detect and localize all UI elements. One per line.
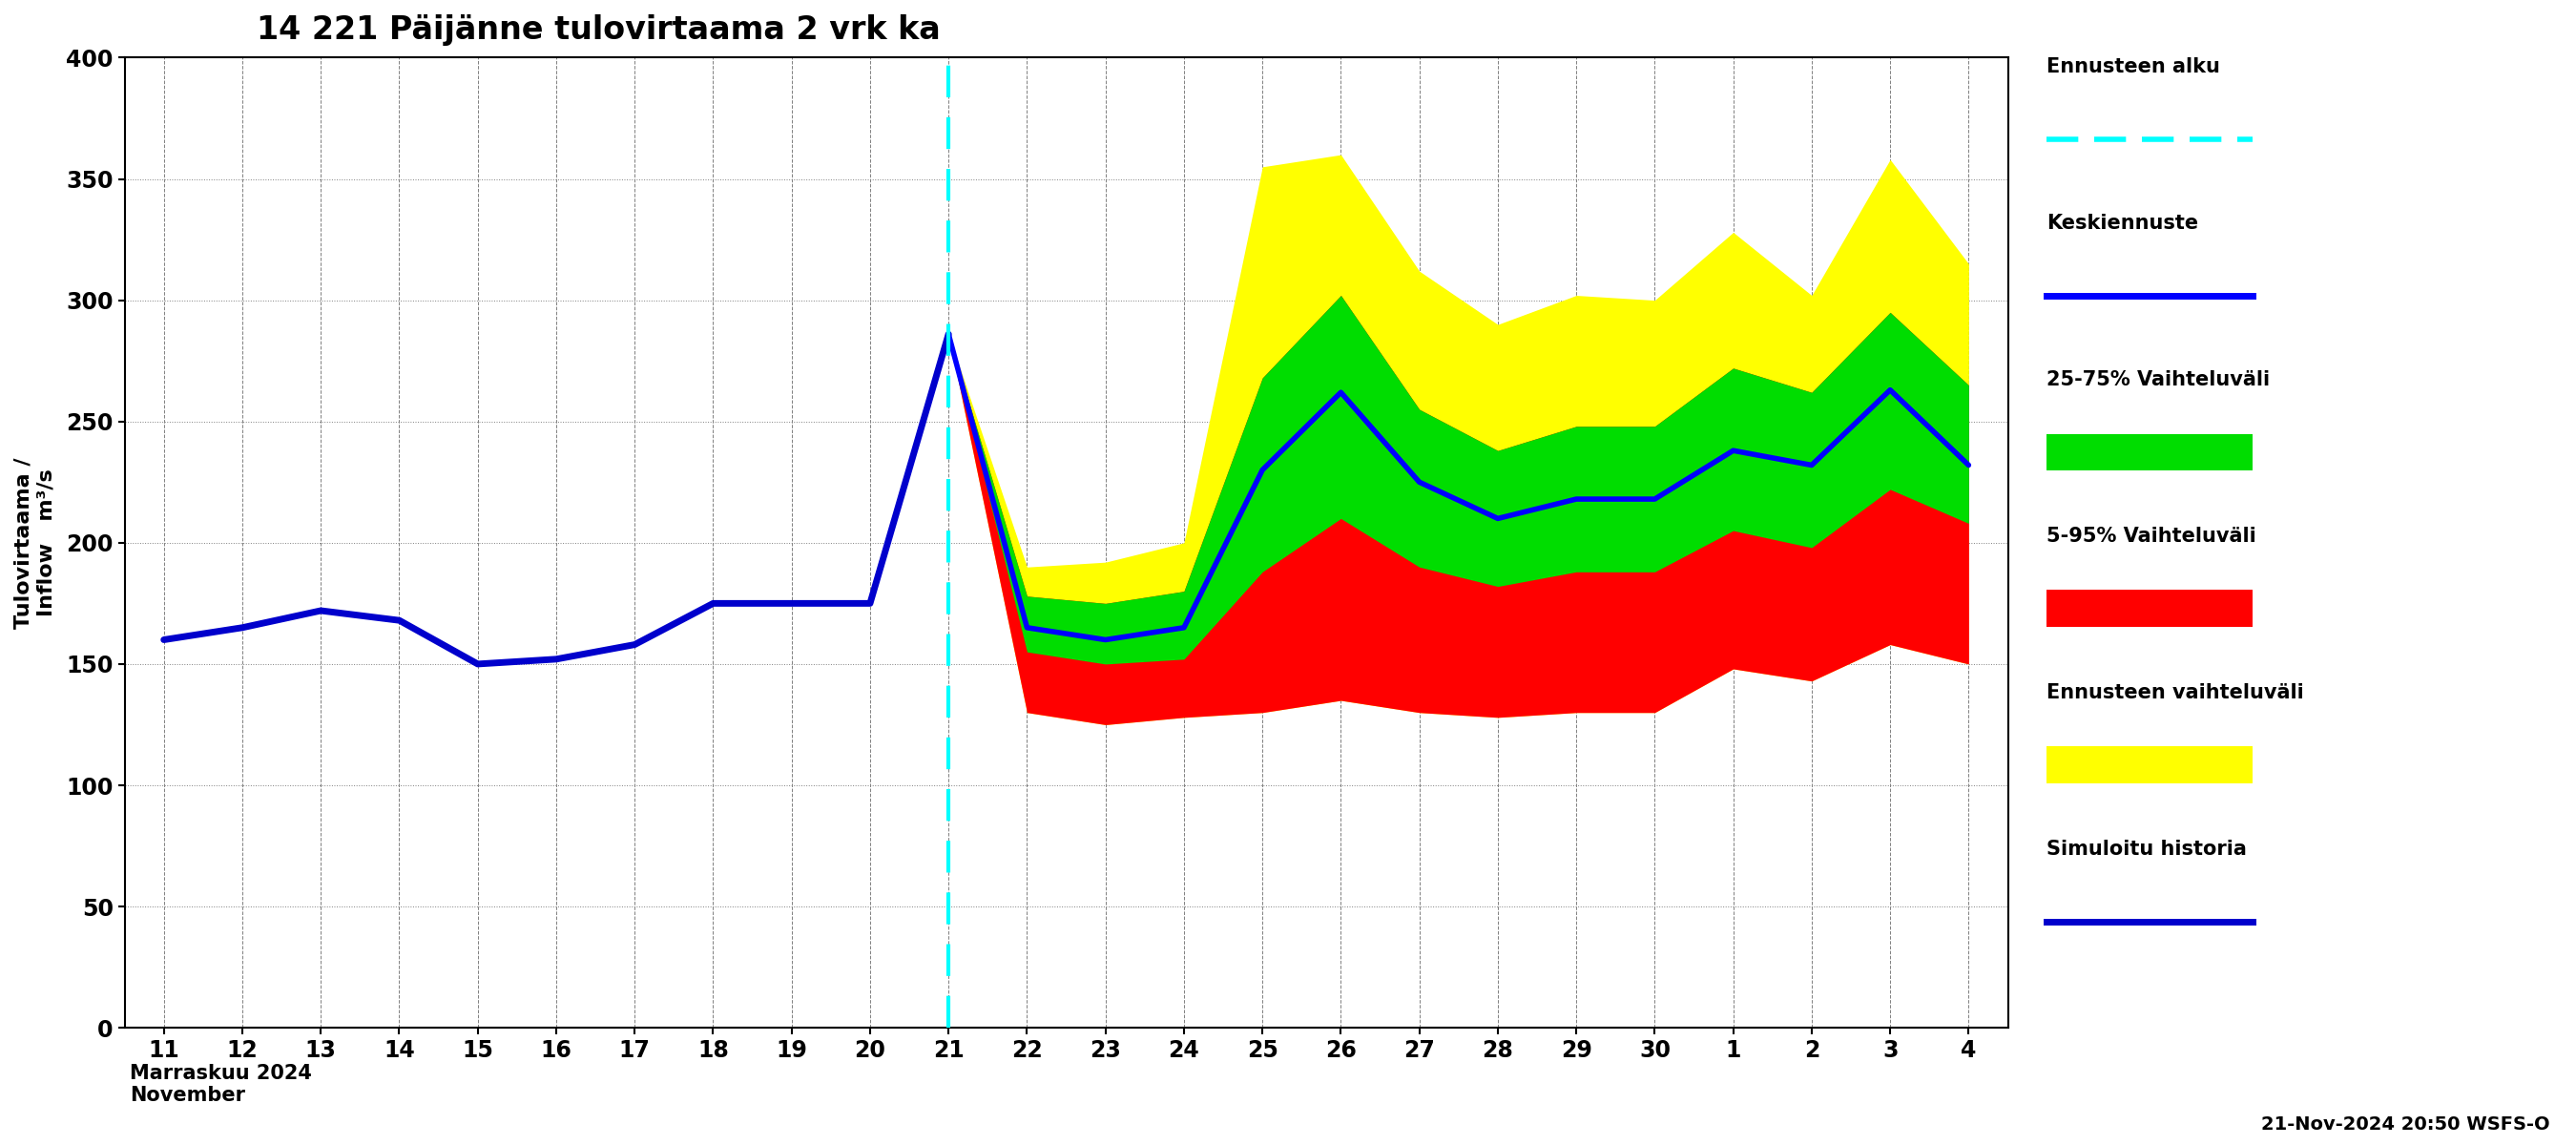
Text: 21-Nov-2024 20:50 WSFS-O: 21-Nov-2024 20:50 WSFS-O bbox=[2262, 1115, 2550, 1134]
Text: 5-95% Vaihteluväli: 5-95% Vaihteluväli bbox=[2045, 527, 2257, 546]
Y-axis label: Tulovirtaama /
Inflow   m³/s: Tulovirtaama / Inflow m³/s bbox=[15, 457, 57, 629]
Text: Keskiennuste: Keskiennuste bbox=[2045, 214, 2197, 234]
Text: Simuloitu historia: Simuloitu historia bbox=[2045, 840, 2246, 859]
Text: 25-75% Vaihteluväli: 25-75% Vaihteluväli bbox=[2045, 371, 2269, 389]
Text: Marraskuu 2024
November: Marraskuu 2024 November bbox=[129, 1064, 312, 1105]
Text: Ennusteen vaihteluväli: Ennusteen vaihteluväli bbox=[2045, 684, 2303, 703]
Text: 14 221 Päijänne tulovirtaama 2 vrk ka: 14 221 Päijänne tulovirtaama 2 vrk ka bbox=[258, 14, 940, 46]
Text: Ennusteen alku: Ennusteen alku bbox=[2045, 57, 2221, 77]
